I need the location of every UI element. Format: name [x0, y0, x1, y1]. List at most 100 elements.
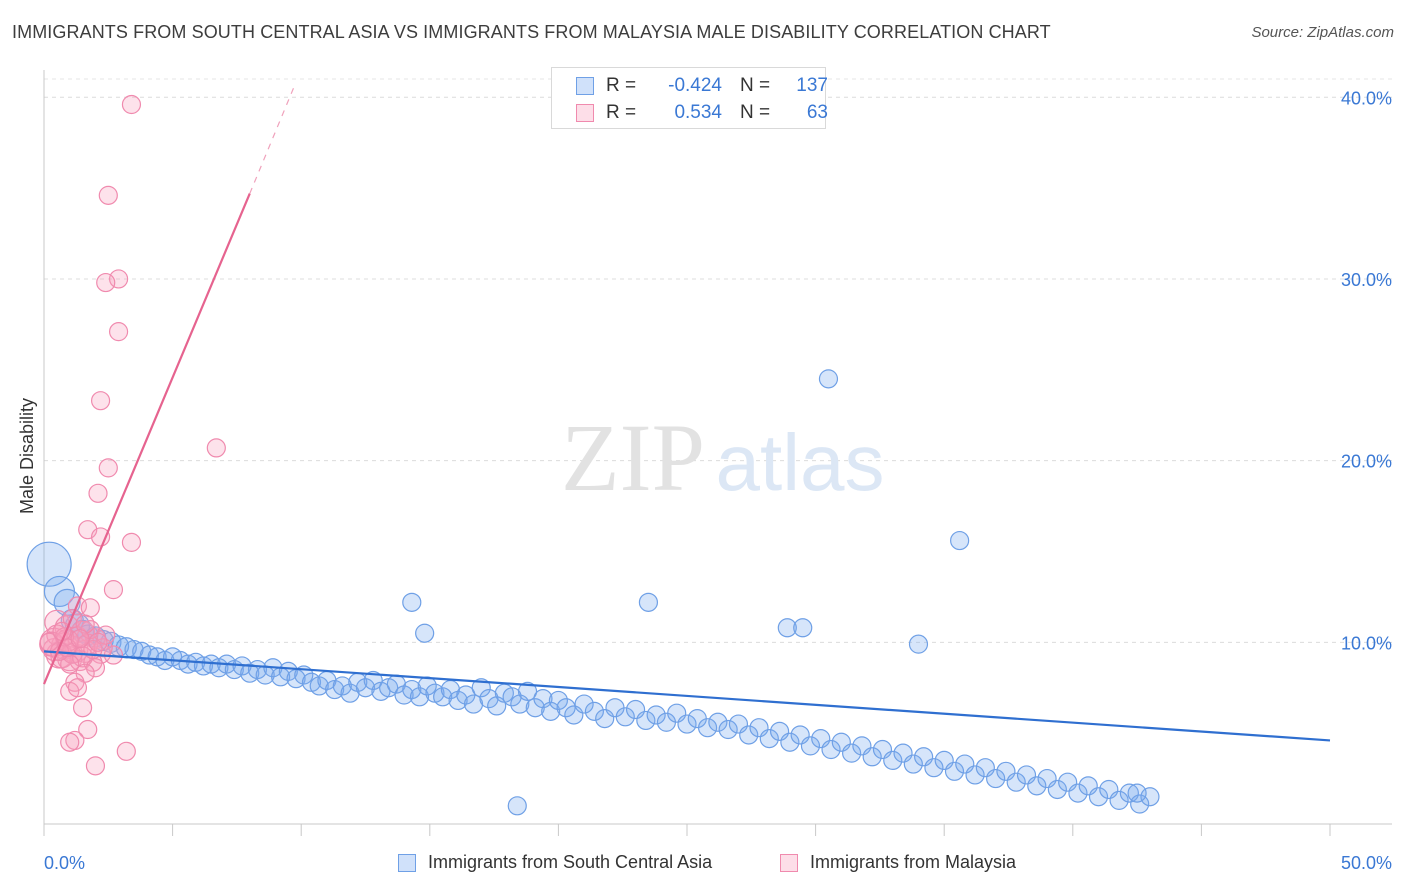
data-point-blue [615, 707, 635, 727]
y-tick-label: 30.0% [1341, 270, 1392, 290]
legend-item-south-central-asia: Immigrants from South Central Asia [398, 852, 712, 873]
data-point-blue [1127, 783, 1147, 803]
watermark-atlas: atlas [716, 418, 885, 507]
data-point-blue [821, 739, 841, 760]
data-point-blue [842, 743, 862, 763]
data-point-blue [507, 796, 527, 816]
data-point-blue [708, 712, 728, 732]
stats-n-value: 137 [796, 75, 828, 96]
data-point-blue [636, 710, 656, 731]
data-point-pink [88, 632, 108, 652]
data-point-pink [60, 732, 80, 752]
data-point-pink [96, 272, 116, 293]
data-point-blue [363, 670, 383, 691]
data-point-blue [903, 754, 923, 774]
x-tick-label: 50.0% [1341, 853, 1392, 873]
data-point-pink [88, 483, 108, 503]
data-point-blue [517, 681, 538, 701]
y-tick-label: 10.0% [1341, 633, 1392, 653]
data-point-blue [862, 747, 882, 767]
data-point-blue [584, 701, 605, 721]
legend: Immigrants from South Central Asia Immig… [0, 852, 1406, 878]
data-point-blue [759, 729, 779, 749]
data-point-blue [1088, 787, 1109, 807]
stats-n-label: N = [740, 102, 771, 123]
data-point-pink [98, 185, 118, 205]
data-point-blue [355, 678, 376, 698]
axes [43, 70, 1392, 836]
data-point-blue [697, 718, 718, 738]
stats-r-value: -0.424 [668, 75, 722, 96]
data-point-pink [103, 580, 124, 600]
stats-r-value: 0.534 [674, 102, 722, 123]
stats-legend: R = -0.424 N = 137 R = 0.534 N = 63 [551, 67, 828, 129]
data-point-pink [98, 458, 118, 478]
data-point-pink [60, 654, 80, 674]
data-point-blue [739, 725, 759, 745]
series-south-central-asia [26, 369, 1160, 816]
data-point-blue [556, 698, 576, 718]
data-point-pink [90, 527, 111, 547]
data-point-blue [574, 694, 594, 714]
stats-r-label: R = [606, 75, 637, 96]
data-point-pink [80, 598, 100, 618]
data-point-blue [409, 687, 430, 707]
trend-line-pink [42, 193, 251, 685]
data-point-blue [965, 765, 985, 785]
data-point-pink [116, 741, 136, 761]
y-axis-label: Male Disability [17, 398, 37, 514]
data-point-blue [433, 687, 453, 707]
data-point-blue [1047, 779, 1067, 800]
data-point-blue [677, 714, 697, 734]
data-point-blue [883, 750, 903, 771]
y-tick-label: 40.0% [1341, 88, 1392, 108]
data-point-blue [950, 530, 970, 551]
data-point-blue [26, 541, 72, 587]
data-point-pink [75, 614, 95, 634]
legend-item-malaysia: Immigrants from Malaysia [780, 852, 1016, 873]
data-point-pink [96, 625, 116, 645]
y-tick-label: 20.0% [1341, 452, 1392, 472]
stats-row-blue: R = -0.424 N = 137 [576, 73, 828, 99]
stats-swatch-pink [576, 104, 594, 122]
data-point-blue [471, 678, 491, 698]
data-point-blue [541, 701, 561, 721]
chart-title: IMMIGRANTS FROM SOUTH CENTRAL ASIA VS IM… [12, 22, 1051, 42]
data-point-blue [800, 736, 821, 756]
data-point-blue [178, 654, 198, 674]
data-point-blue [908, 634, 929, 654]
data-point-blue [924, 758, 944, 778]
data-point-pink [85, 756, 106, 776]
data-point-blue [777, 618, 797, 638]
data-point-pink [90, 391, 111, 411]
trend-lines [42, 87, 1331, 742]
grid [44, 78, 1392, 643]
data-point-blue [646, 705, 666, 725]
stats-n-label: N = [740, 75, 771, 96]
data-point-blue [332, 676, 352, 696]
source-label: Source: ZipAtlas.com [1251, 24, 1394, 41]
data-point-blue [402, 592, 422, 612]
data-point-blue [780, 732, 800, 752]
data-point-pink [70, 629, 90, 649]
trend-line-pink-extension [249, 87, 295, 194]
legend-label: Immigrants from Malaysia [810, 852, 1017, 872]
data-point-blue [402, 679, 422, 700]
data-point-blue [1068, 783, 1088, 803]
data-point-pink [108, 269, 129, 289]
data-point-pink [121, 94, 142, 115]
data-point-blue [718, 719, 738, 740]
data-point-blue [1140, 787, 1160, 807]
trend-line-blue [43, 650, 1331, 742]
data-point-blue [818, 369, 839, 389]
watermark: ZIP atlas [561, 404, 884, 511]
data-point-blue [638, 592, 659, 612]
x-tick-label: 0.0% [44, 853, 85, 873]
tick-labels: 10.0% 20.0% 30.0% 40.0% 0.0% 50.0% [44, 88, 1392, 873]
data-point-blue [548, 690, 569, 711]
legend-swatch-blue [398, 853, 416, 872]
data-point-blue [1006, 772, 1026, 792]
data-point-blue [278, 661, 298, 681]
data-point-blue [793, 618, 813, 638]
